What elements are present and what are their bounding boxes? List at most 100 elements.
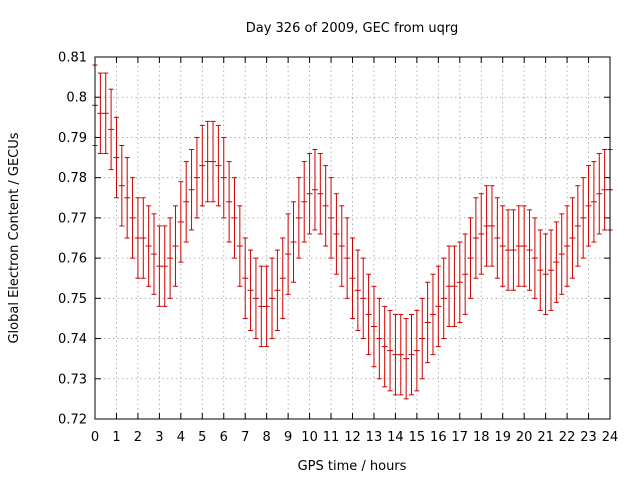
error-bar-point [553, 221, 560, 303]
y-tick-label: 0.78 [58, 171, 87, 186]
error-bar-point [333, 193, 340, 275]
error-bar-point [531, 217, 538, 299]
error-bar-point [515, 205, 522, 287]
x-tick-label: 9 [284, 430, 292, 445]
x-tick-label: 1 [112, 430, 120, 445]
x-tick-label: 11 [323, 430, 340, 445]
error-bar-point [172, 205, 179, 287]
error-bar-point [129, 177, 136, 259]
error-bar-point [408, 313, 415, 396]
error-bar-point [113, 116, 120, 199]
x-tick-label: 16 [430, 430, 447, 445]
error-bar-point [274, 249, 281, 332]
error-bar-point [220, 136, 227, 219]
error-bar-point [505, 209, 512, 291]
error-bar-point [397, 313, 404, 396]
error-bar-point [252, 257, 259, 340]
error-bar-point [97, 72, 104, 155]
chart-title: Day 326 of 2009, GEC from uqrg [246, 21, 459, 36]
x-tick-label: 19 [494, 430, 511, 445]
error-bar-point [360, 257, 367, 340]
error-bar-point [483, 185, 490, 267]
x-tick-label: 21 [537, 430, 554, 445]
x-tick-label: 10 [301, 430, 318, 445]
error-bar-point [521, 205, 528, 287]
x-tick-label: 14 [387, 430, 404, 445]
error-bar-point [102, 72, 109, 155]
error-bar-point [263, 265, 270, 348]
error-bar-point [370, 285, 377, 368]
error-bar-point [210, 120, 217, 203]
tick-labels: 0 1 2 3 4 5 6 7 8 9 10 11 12 13 14 15 16 17 18 19 20 21 22 23 24… [58, 51, 618, 446]
y-tick-label: 0.79 [58, 131, 87, 146]
y-tick-label: 0.73 [58, 372, 87, 387]
error-bar-point [547, 229, 554, 311]
error-bar-point [231, 177, 238, 259]
error-bar-point [601, 149, 608, 231]
error-bar-point [188, 149, 195, 231]
error-bar-point [183, 161, 190, 243]
error-bar-point [242, 237, 249, 319]
error-bar-point [403, 317, 410, 400]
x-tick-label: 17 [452, 430, 469, 445]
error-bar-point [424, 281, 431, 364]
error-bar-point [236, 205, 243, 287]
x-tick-label: 4 [177, 430, 185, 445]
x-tick-label: 13 [366, 430, 383, 445]
error-bar-point [526, 209, 533, 291]
error-bar-point [429, 273, 436, 356]
error-bar-point [580, 177, 587, 259]
error-bar-point [435, 265, 442, 348]
error-bar-point [419, 297, 426, 380]
error-bar-point [204, 120, 211, 203]
error-bar-point [478, 193, 485, 275]
error-bar-point [145, 205, 152, 287]
x-tick-label: 24 [602, 430, 619, 445]
error-bar-point [387, 309, 394, 392]
axis-ticks [94, 56, 611, 420]
error-bar-point [365, 273, 372, 356]
y-tick-label: 0.75 [58, 292, 87, 307]
error-bar-point [596, 153, 603, 235]
error-bar-point [462, 233, 469, 315]
error-bar-point [349, 237, 356, 319]
x-tick-label: 15 [409, 430, 426, 445]
x-tick-label: 20 [516, 430, 533, 445]
error-bar-point [226, 161, 233, 243]
y-tick-label: 0.8 [66, 91, 87, 106]
error-bar-point [118, 144, 125, 227]
error-bar-point [215, 124, 222, 207]
error-bar-point [306, 153, 313, 235]
error-bar-point [311, 149, 318, 231]
error-bar-point [295, 177, 302, 259]
error-bar-point [151, 213, 158, 295]
error-bar-point [451, 245, 458, 327]
error-bar-point [392, 313, 399, 396]
error-bar-point [124, 157, 131, 239]
error-bar-point [177, 181, 184, 263]
error-bar-point [328, 177, 335, 259]
x-tick-label: 5 [198, 430, 206, 445]
x-tick-label: 3 [155, 430, 163, 445]
error-bar-point [376, 297, 383, 380]
error-bar-point [354, 249, 361, 332]
error-bar-point [193, 136, 200, 219]
error-bar-point [590, 161, 597, 243]
x-tick-label: 7 [241, 430, 249, 445]
error-bar-point [156, 225, 163, 307]
error-bar-point [574, 185, 581, 267]
error-bar-point [140, 197, 147, 279]
x-axis-label: GPS time / hours [298, 459, 407, 474]
error-bar-point [381, 305, 388, 388]
error-bar-point [569, 197, 576, 279]
error-bar-point [494, 197, 501, 279]
error-bar-point [488, 185, 495, 267]
y-tick-label: 0.74 [58, 332, 87, 347]
x-tick-label: 6 [220, 430, 228, 445]
error-bar-point [564, 205, 571, 287]
error-bar-point [537, 229, 544, 311]
x-tick-label: 23 [580, 430, 597, 445]
error-bar-point [456, 241, 463, 323]
